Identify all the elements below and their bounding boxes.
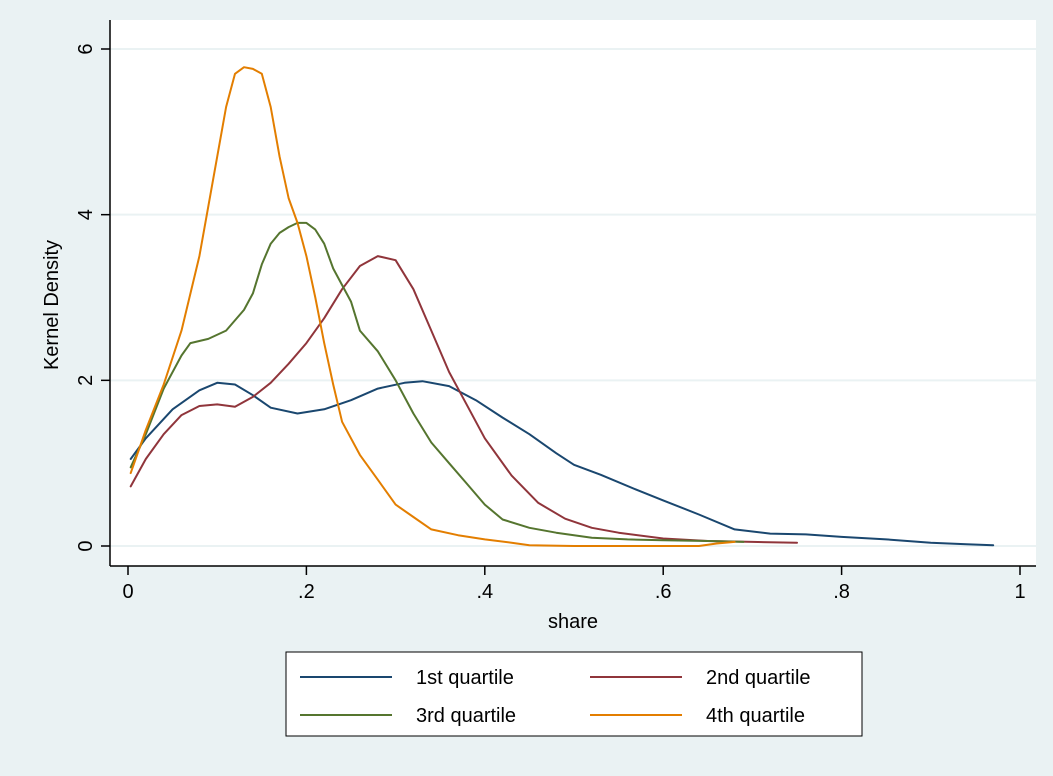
series-line-3 — [129, 221, 745, 543]
x-tick-label-2: .4 — [476, 581, 493, 603]
y-tick-label-0: 0 — [75, 540, 97, 551]
y-tick-label-3: 6 — [75, 43, 97, 54]
series-lines — [129, 66, 995, 547]
legend: 1st quartile 2nd quartile 3rd quartile 4th … — [285, 651, 863, 737]
x-tick-label-3: .6 — [655, 581, 672, 603]
x-tick-label-5: 1 — [1014, 581, 1025, 603]
legend-label-4: 4th quartile — [706, 705, 805, 727]
y-tick-label-1: 2 — [75, 375, 97, 386]
y-axis-title: Kernel Density — [41, 240, 63, 370]
legend-box — [285, 651, 863, 737]
series-line-2 — [129, 255, 798, 544]
x-tick-label-4: .8 — [833, 581, 850, 603]
legend-label-1: 1st quartile — [416, 667, 514, 689]
series-line-1 — [129, 380, 995, 547]
y-tick-label-2: 4 — [75, 209, 97, 220]
series-line-4 — [129, 66, 736, 547]
axes: 0 2 4 6 0 .2 .4 .6 .8 1 — [75, 20, 1036, 603]
x-tick-label-0: 0 — [122, 581, 133, 603]
x-tick-label-1: .2 — [298, 581, 315, 603]
legend-label-3: 3rd quartile — [416, 705, 516, 727]
x-axis-title: share — [548, 611, 598, 633]
legend-label-2: 2nd quartile — [706, 667, 811, 689]
plot-area — [110, 20, 1036, 566]
